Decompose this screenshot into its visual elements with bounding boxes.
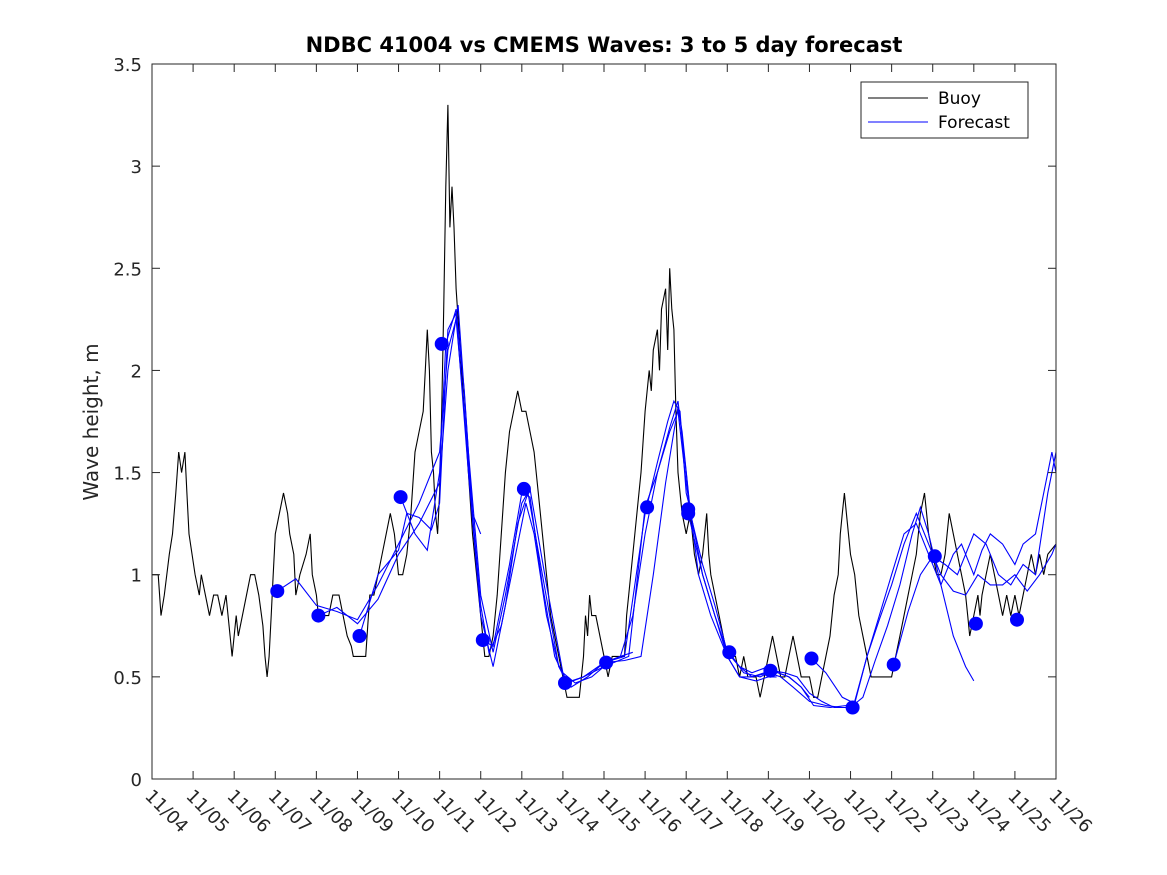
y-tick-label: 1.5	[113, 464, 142, 485]
legend-forecast-label: Forecast	[938, 113, 1010, 133]
y-tick-label: 3.5	[113, 55, 142, 76]
forecast-marker-14	[763, 663, 778, 678]
forecast-marker-4	[393, 490, 408, 505]
legend-buoy-label: Buoy	[938, 89, 981, 109]
legend: Buoy Forecast	[860, 81, 1029, 139]
forecast-marker-9	[599, 655, 614, 670]
legend-box	[860, 81, 1029, 139]
y-tick-label: 2.5	[113, 259, 142, 280]
y-tick-label: 1	[131, 566, 142, 587]
forecast-marker-12	[681, 506, 696, 521]
forecast-marker-15	[804, 651, 819, 666]
forecast-run-line-4	[400, 308, 691, 684]
y-tick-label: 3	[131, 157, 142, 178]
forecast-marker-5	[434, 336, 449, 351]
forecast-marker-3	[352, 629, 367, 643]
forecast-marker-13	[722, 645, 737, 660]
forecast-run-line-9	[728, 511, 1057, 709]
forecast-marker-1	[270, 584, 285, 599]
forecast-marker-17	[886, 657, 901, 672]
forecast-marker-10	[640, 500, 655, 515]
plot-area	[152, 104, 1057, 715]
forecast-marker-16	[845, 700, 860, 715]
forecast-marker-20	[1010, 612, 1024, 627]
forecast-marker-18	[927, 549, 942, 564]
y-axis-label: Wave height, m	[79, 343, 103, 500]
forecast-marker-2	[311, 608, 326, 623]
forecast-run-line-10	[811, 451, 1057, 705]
y-tick-label: 2	[131, 361, 142, 382]
forecast-marker-6	[475, 633, 490, 648]
chart-title: NDBC 41004 vs CMEMS Waves: 3 to 5 day fo…	[306, 33, 903, 57]
forecast-run-line-2	[318, 305, 605, 684]
y-tick-label: 0	[131, 770, 142, 791]
forecast-marker-19	[968, 616, 983, 631]
buoy-series-line	[152, 104, 1057, 698]
forecast-marker-8	[558, 676, 572, 690]
y-tick-label: 0.5	[113, 668, 142, 689]
forecast-run-line-11	[893, 451, 1057, 665]
forecast-marker-7	[516, 481, 531, 496]
